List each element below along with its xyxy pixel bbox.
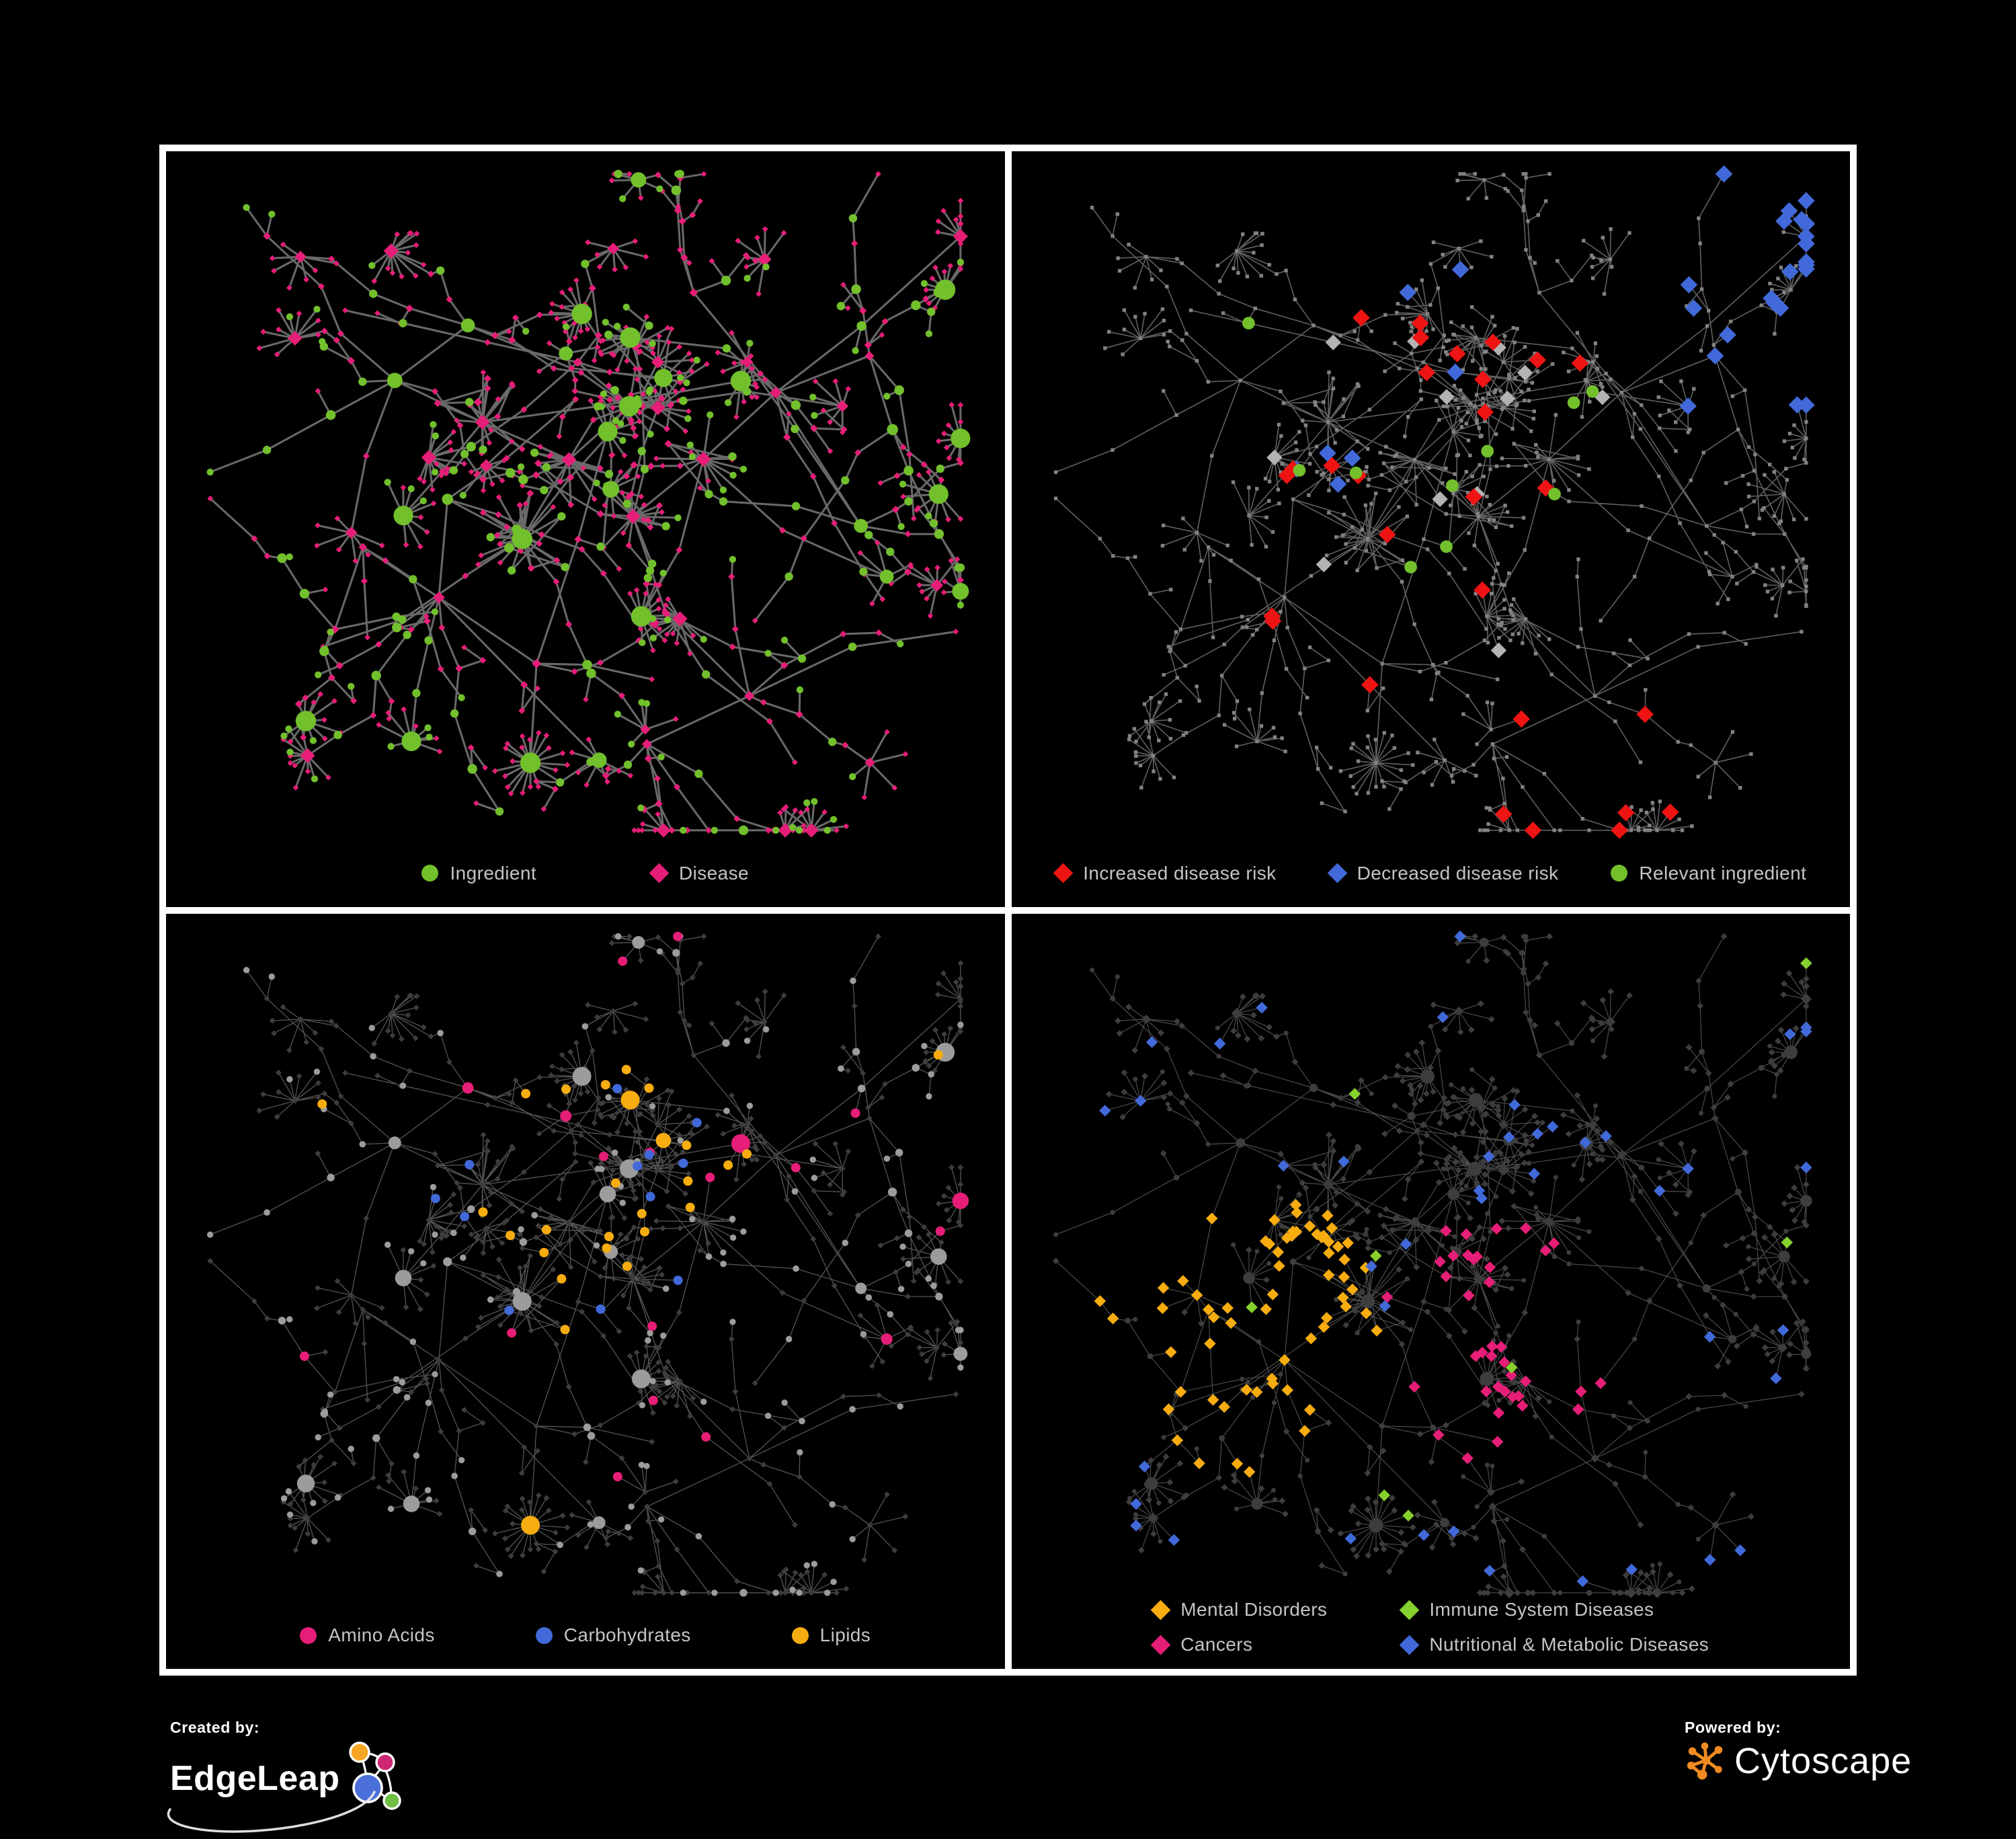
- cytoscape-wordmark: Cytoscape: [1734, 1741, 1912, 1781]
- legend-item-relevant-ingredient: Relevant ingredient: [1611, 863, 1806, 884]
- ingredient-circle-marker-icon: [421, 865, 439, 882]
- legend-label: Lipids: [819, 1625, 871, 1645]
- cytoscape-branding: Powered by: Cytoscape: [1685, 1719, 1912, 1783]
- cancers-diamond-marker-icon: [1150, 1635, 1171, 1655]
- edgeleap-logo: EdgeLeap: [167, 1741, 403, 1833]
- legend-item-increased-disease-risk: Increased disease risk: [1053, 862, 1277, 884]
- legend-label: Increased disease risk: [1083, 862, 1277, 884]
- legend-item-amino-acids: Amino Acids: [300, 1625, 434, 1646]
- legend-label: Cancers: [1180, 1634, 1253, 1655]
- legend-label: Decreased disease risk: [1357, 862, 1559, 884]
- legend-label: Ingredient: [450, 862, 537, 884]
- legend-disease-classes: Mental Disorders Immune System Diseases Ca…: [1012, 1599, 1851, 1655]
- panel-ingredient-vs-disease: Ingredient Disease: [166, 151, 1005, 907]
- panel-disease-risk: Increased disease risk Decreased disease …: [1011, 151, 1851, 907]
- decreased-disease-risk-diamond-marker-icon: [1327, 863, 1347, 884]
- increased-disease-risk-diamond-marker-icon: [1053, 863, 1074, 884]
- network-graph-ingredient-classes: [171, 919, 1000, 1610]
- edgeleap-wordmark: EdgeLeap: [170, 1759, 340, 1798]
- network-graph-svg: [206, 931, 969, 1597]
- immune-system-diseases-diamond-marker-icon: [1399, 1600, 1420, 1620]
- legend-ingredient-classes: Amino Acids Carbohydrates Lipids: [166, 1625, 1005, 1646]
- legend-label: Relevant ingredient: [1639, 862, 1807, 884]
- network-graph-disease-risk: [1017, 157, 1845, 848]
- network-graph-disease-classes: [1017, 919, 1845, 1610]
- legend-label: Nutritional & Metabolic Diseases: [1429, 1634, 1709, 1655]
- mental-disorders-diamond-marker-icon: [1150, 1600, 1171, 1620]
- legend-item-disease: Disease: [649, 862, 749, 884]
- network-graph-svg: [1052, 930, 1812, 1598]
- legend-label: Amino Acids: [328, 1625, 435, 1645]
- nutritional-metabolic-diseases-diamond-marker-icon: [1399, 1635, 1420, 1655]
- legend-ingredient-vs-disease: Ingredient Disease: [166, 863, 1005, 884]
- network-graph-svg: [206, 169, 971, 838]
- legend-item-nutritional-metabolic-diseases: Nutritional & Metabolic Diseases: [1399, 1634, 1709, 1655]
- carbohydrates-circle-marker-icon: [535, 1627, 553, 1644]
- legend-item-ingredient: Ingredient: [421, 863, 536, 884]
- network-graph-ingredient-vs-disease: [171, 157, 1000, 848]
- legend-item-carbohydrates: Carbohydrates: [535, 1625, 691, 1646]
- panel-grid: Ingredient Disease Increased disease risk…: [159, 145, 1857, 1676]
- legend-item-cancers: Cancers: [1150, 1634, 1327, 1655]
- legend-item-lipids: Lipids: [791, 1625, 871, 1646]
- powered-by-label: Powered by:: [1685, 1719, 1781, 1736]
- legend-label: Immune System Diseases: [1429, 1599, 1654, 1620]
- lipids-circle-marker-icon: [791, 1627, 809, 1644]
- legend-item-immune-system-diseases: Immune System Diseases: [1399, 1599, 1709, 1620]
- disease-diamond-marker-icon: [649, 863, 670, 884]
- edgeleap-branding: Created by: EdgeLeap: [167, 1719, 403, 1833]
- cytoscape-network-icon: [1687, 1742, 1723, 1780]
- amino-acids-circle-marker-icon: [300, 1627, 317, 1644]
- legend-label: Disease: [679, 862, 749, 884]
- panel-ingredient-classes: Amino Acids Carbohydrates Lipids: [166, 913, 1005, 1669]
- legend-label: Mental Disorders: [1180, 1599, 1328, 1620]
- legend-item-decreased-disease-risk: Decreased disease risk: [1327, 862, 1559, 884]
- created-by-label: Created by:: [170, 1719, 260, 1736]
- network-graph-svg: [1053, 165, 1815, 839]
- panel-disease-classes: Mental Disorders Immune System Diseases Ca…: [1011, 913, 1851, 1669]
- cytoscape-logo: Cytoscape: [1685, 1739, 1912, 1783]
- relevant-ingredient-circle-marker-icon: [1611, 865, 1628, 882]
- legend-item-mental-disorders: Mental Disorders: [1150, 1599, 1328, 1620]
- edgeleap-network-icon: [348, 1742, 401, 1810]
- legend-label: Carbohydrates: [563, 1625, 691, 1645]
- legend-disease-risk: Increased disease risk Decreased disease …: [1012, 863, 1851, 884]
